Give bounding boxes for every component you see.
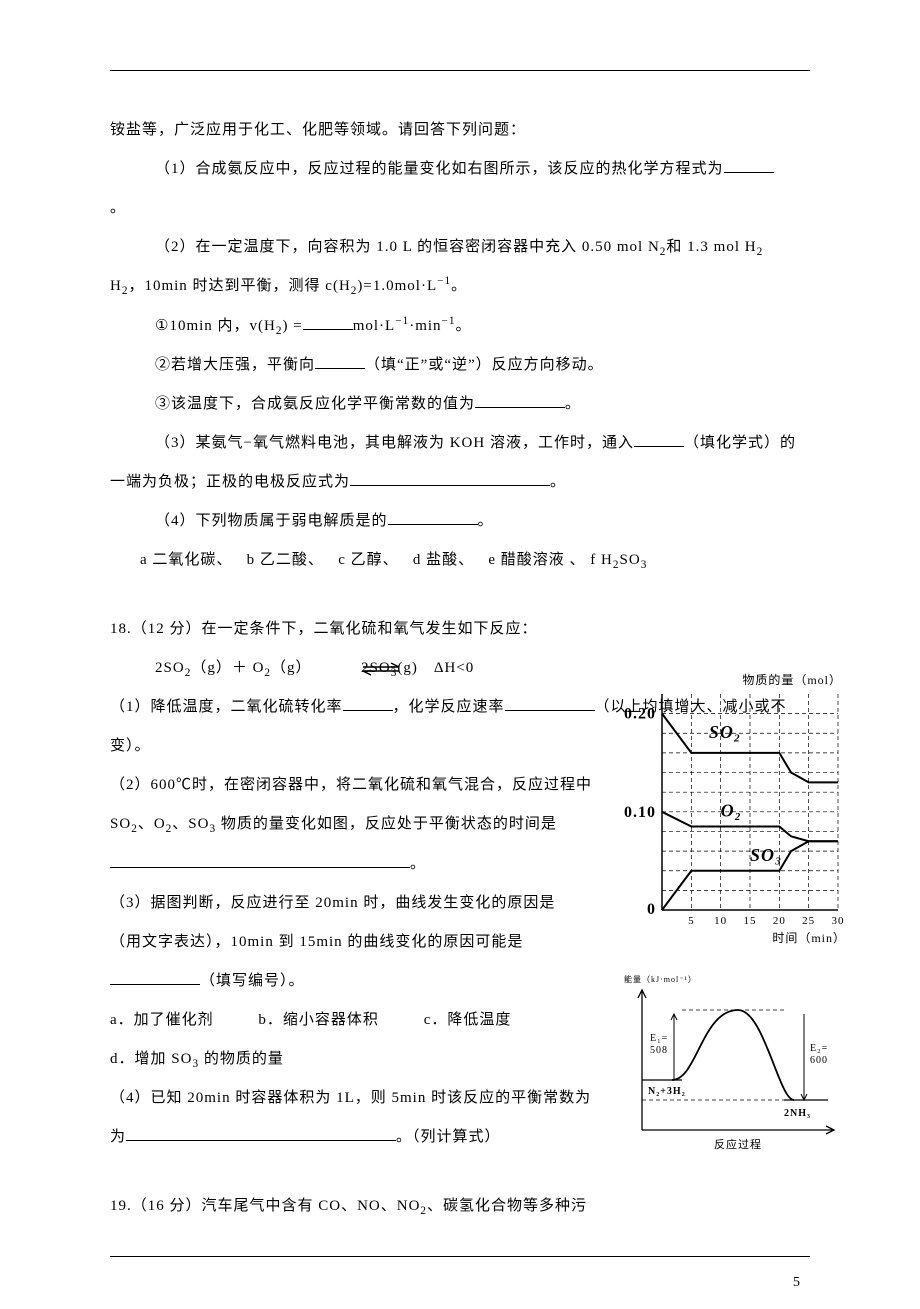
- svg-text:物质的量（mol）: 物质的量（mol）: [742, 672, 842, 687]
- svg-text:10: 10: [714, 915, 727, 927]
- q17-2-cont: H2，10min 时达到平衡，测得 c(H2)=1.0mol·L−1。: [110, 267, 810, 306]
- q19-stem: 19.（16 分）汽车尾气中含有 CO、NO、NO2、碳氢化合物等多种污: [110, 1187, 610, 1226]
- svg-text:25: 25: [802, 915, 815, 927]
- body-text: 铵盐等，广泛应用于化工、化肥等领域。请回答下列问题： （1）合成氨反应中，反应过…: [110, 111, 810, 1226]
- q18-opts-row2: d．增加 SO3 的物质的量: [110, 1040, 610, 1079]
- energy-diagram: 能量（kJ·mol⁻¹） E₁=508 E₂=600 N₂+3H₂ 2NH₃ 反应过程: [620, 970, 850, 1160]
- svg-text:0.10: 0.10: [624, 804, 656, 821]
- svg-text:30: 30: [832, 915, 845, 927]
- blank: [634, 431, 684, 447]
- svg-text:SO₂: SO₂: [709, 722, 741, 742]
- bottom-rule: [110, 1256, 810, 1257]
- svg-text:SO₃: SO₃: [750, 845, 782, 865]
- q18-4-blank: 为。（列计算式）: [110, 1118, 610, 1157]
- q17-4-opts: a 二氧化碳、 b 乙二酸、 c 乙醇、 d 盐酸、 e 醋酸溶液 、 f H2…: [110, 541, 810, 580]
- page: 铵盐等，广泛应用于化工、化肥等领域。请回答下列问题： （1）合成氨反应中，反应过…: [0, 0, 920, 1309]
- svg-text:5: 5: [688, 915, 695, 927]
- q18-opts-row1: a．加了催化剂 b．缩小容器体积 c．降低温度: [110, 1001, 610, 1040]
- q18-stem: 18.（12 分）在一定条件下，二氧化硫和氧气发生如下反应：: [110, 610, 810, 649]
- spacer: [110, 580, 810, 610]
- q18-3c: （填写编号）。: [110, 962, 610, 1001]
- q18-4: （4）已知 20min 时容器体积为 1L，则 5min 时该反应的平衡常数为: [110, 1079, 610, 1118]
- q18-3: （3）据图判断，反应进行至 20min 时，曲线发生变化的原因是: [110, 884, 610, 923]
- svg-text:20: 20: [773, 915, 786, 927]
- svg-text:2NH₃: 2NH₃: [784, 1108, 811, 1119]
- blank: [724, 157, 774, 173]
- svg-text:E₁=: E₁=: [650, 1033, 668, 1044]
- q17-4: （4）下列物质属于弱电解质是的。: [110, 502, 810, 541]
- blank: [126, 1125, 396, 1141]
- page-number: 5: [793, 1275, 800, 1291]
- q17-2-2: ②若增大压强，平衡向（填“正”或“逆”）反应方向移动。: [110, 346, 810, 385]
- svg-text:能量（kJ·mol⁻¹）: 能量（kJ·mol⁻¹）: [624, 974, 697, 984]
- blank: [475, 392, 565, 408]
- blank: [110, 852, 410, 868]
- svg-text:反应过程: 反应过程: [714, 1137, 762, 1151]
- equilibrium-arrow-icon: [316, 649, 356, 688]
- svg-text:600: 600: [810, 1055, 828, 1066]
- blank: [505, 695, 595, 711]
- svg-text:E₂=: E₂=: [810, 1043, 828, 1054]
- q17-3: （3）某氨气−氧气燃料电池，其电解液为 KOH 溶液，工作时，通入（填化学式）的…: [110, 424, 810, 502]
- svg-text:时间（min）: 时间（min）: [772, 931, 846, 945]
- q18-2-blank: 。: [110, 845, 610, 884]
- q17-1: （1）合成氨反应中，反应过程的能量变化如右图所示，该反应的热化学方程式为: [110, 150, 810, 189]
- svg-text:O₂: O₂: [721, 801, 742, 821]
- q17-1-period: 。: [110, 189, 810, 228]
- svg-text:15: 15: [744, 915, 757, 927]
- q18-3b: （用文字表达），10min 到 15min 的曲线变化的原因可能是: [110, 923, 610, 962]
- svg-text:508: 508: [650, 1045, 668, 1056]
- q17-2-1: ①10min 内，v(H2) =mol·L−1·min−1。: [110, 307, 810, 346]
- intro-line: 铵盐等，广泛应用于化工、化肥等领域。请回答下列问题：: [110, 111, 810, 150]
- top-rule: [110, 70, 810, 71]
- svg-text:N₂+3H₂: N₂+3H₂: [648, 1086, 686, 1097]
- blank: [388, 509, 478, 525]
- blank: [343, 695, 393, 711]
- svg-text:0.20: 0.20: [624, 706, 656, 723]
- spacer: [110, 1157, 810, 1187]
- mol-time-chart: 物质的量（mol） 5 10 15 20 25 30 0 0.10 0.20 SO₂ O₂ SO₃ 时间（…: [620, 670, 850, 950]
- svg-text:0: 0: [647, 901, 656, 918]
- q18: 物质的量（mol）5101520253000.100.20SO₂O₂SO₃时间（…: [110, 610, 810, 1226]
- blank: [315, 353, 365, 369]
- blank: [350, 470, 550, 486]
- q17-2-3: ③该温度下，合成氨反应化学平衡常数的值为。: [110, 385, 810, 424]
- q18-2: （2）600℃时，在密闭容器中，将二氧化硫和氧气混合，反应过程中 SO2、O2、…: [110, 766, 610, 844]
- blank: [110, 969, 200, 985]
- blank: [303, 314, 353, 330]
- q17-2: （2）在一定温度下，向容积为 1.0 L 的恒容密闭容器中充入 0.50 mol…: [110, 228, 810, 267]
